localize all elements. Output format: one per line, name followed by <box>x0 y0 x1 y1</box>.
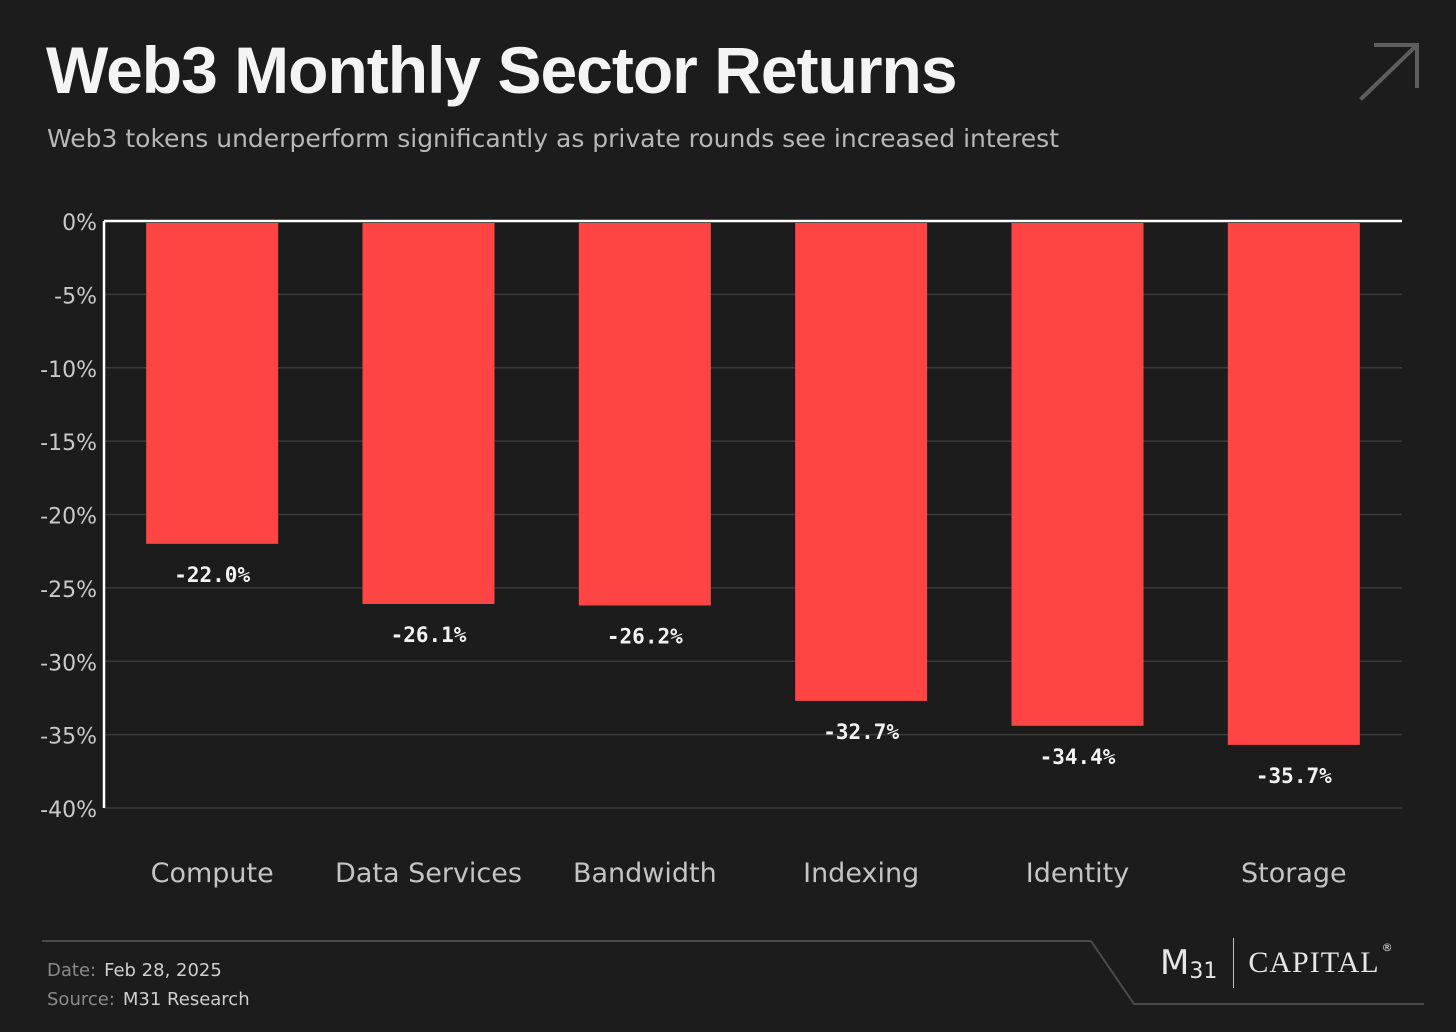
grid-lines <box>104 293 1402 809</box>
source-label: Source: <box>47 989 115 1010</box>
bar <box>146 223 279 544</box>
y-tick-label: 0% <box>62 211 97 236</box>
x-tick-label: Indexing <box>803 858 919 889</box>
bar <box>362 223 495 605</box>
y-tick-label: -30% <box>40 651 97 676</box>
date-value: Feb 28, 2025 <box>104 960 222 981</box>
x-tick-label: Storage <box>1241 858 1347 889</box>
logo-mark: M <box>1160 943 1190 983</box>
y-tick-label: -10% <box>40 358 97 383</box>
logo-wordmark: CAPITAL <box>1248 946 1380 979</box>
chart-title: Web3 Monthly Sector Returns <box>46 33 958 107</box>
bars <box>146 223 1360 745</box>
data-label: -32.7% <box>823 720 899 744</box>
bar <box>1011 223 1144 726</box>
y-tick-label: -20% <box>40 505 97 530</box>
x-tick-label: Identity <box>1026 858 1129 889</box>
footer-date: Date: Feb 28, 2025 <box>47 960 222 981</box>
bar <box>795 223 928 701</box>
x-tick-labels: Compute Data Services Bandwidth Indexing Ide… <box>151 858 1347 889</box>
source-value: M31 Research <box>122 989 250 1010</box>
x-tick-label: Bandwidth <box>573 858 717 889</box>
y-tick-label: -25% <box>40 578 97 603</box>
logo-separator <box>1233 938 1235 988</box>
logo-registered: ® <box>1381 940 1393 954</box>
y-tick-label: -5% <box>54 284 97 309</box>
m31-capital-logo: M 31 CAPITAL ® <box>1160 935 1393 991</box>
date-label: Date: <box>47 960 97 981</box>
y-tick-labels: 0% -5% -10% -15% -20% -25% -30% -35% -40% <box>40 211 97 823</box>
bar-chart: 0% -5% -10% -15% -20% -25% -30% -35% -40% -22.0%… <box>40 211 1402 889</box>
bar <box>1227 223 1360 745</box>
data-label: -26.1% <box>391 623 467 647</box>
data-label: -34.4% <box>1040 745 1116 769</box>
arrow-up-right-icon <box>1359 43 1419 101</box>
y-tick-label: -35% <box>40 725 97 750</box>
x-tick-label: Data Services <box>335 858 522 889</box>
x-tick-label: Compute <box>151 858 274 889</box>
data-labels: -22.0% -26.1% -26.2% -32.7% -34.4% -35.7% <box>174 563 1332 788</box>
data-label: -35.7% <box>1256 764 1332 788</box>
chart-subtitle: Web3 tokens underperform significantly a… <box>47 124 1060 153</box>
y-tick-label: -15% <box>40 431 97 456</box>
data-label: -26.2% <box>607 624 683 648</box>
footer-source: Source: M31 Research <box>47 989 250 1010</box>
axes <box>102 219 1402 808</box>
y-tick-label: -40% <box>40 798 97 823</box>
data-label: -22.0% <box>174 563 250 587</box>
logo-sub: 31 <box>1189 958 1218 984</box>
bar <box>578 223 711 606</box>
